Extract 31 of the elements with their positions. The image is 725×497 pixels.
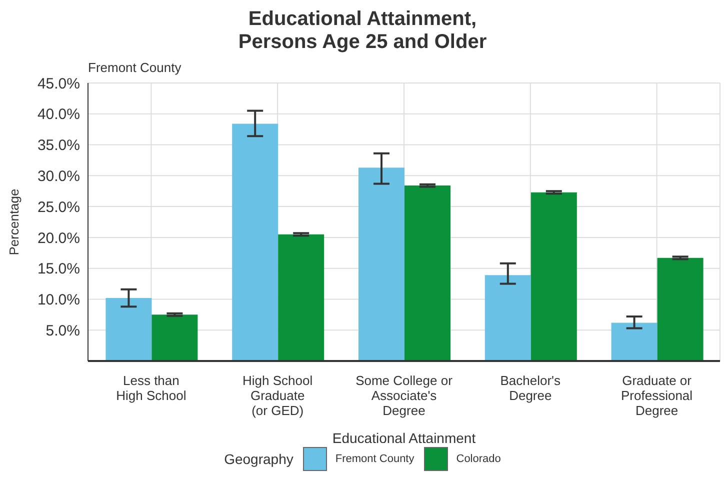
bar xyxy=(106,298,152,361)
y-tick-label: 35.0% xyxy=(37,137,80,154)
bar xyxy=(358,168,404,361)
x-tick-label: Less than High School xyxy=(116,373,186,403)
x-tick-label: Graduate or Professional Degree xyxy=(621,373,693,418)
bar xyxy=(152,314,198,361)
y-tick-label: 5.0% xyxy=(46,322,80,340)
x-tick-label: Some College or Associate's Degree xyxy=(356,373,454,418)
y-tick-label: 30.0% xyxy=(37,168,80,185)
x-axis-title: Educational Attainment xyxy=(332,430,476,446)
y-axis-title: Percentage xyxy=(6,188,22,256)
y-tick-label: 20.0% xyxy=(37,230,80,247)
chart-subtitle: Fremont County xyxy=(88,60,182,75)
legend-label: Fremont County xyxy=(335,453,414,465)
bar xyxy=(657,258,704,361)
x-tick-label: High School Graduate (or GED) xyxy=(242,373,313,418)
y-tick-label: 25.0% xyxy=(37,198,80,216)
bar xyxy=(404,186,450,361)
y-tick-label: 10.0% xyxy=(37,292,80,309)
bar xyxy=(232,124,278,361)
x-tick-label: Bachelor's Degree xyxy=(500,373,562,403)
bar xyxy=(484,275,531,361)
chart-title: Educational Attainment, Persons Age 25 and Older xyxy=(237,8,488,54)
bar xyxy=(611,322,658,361)
legend-title: Geography xyxy=(224,451,294,467)
bar xyxy=(530,192,577,361)
legend-label: Colorado xyxy=(456,453,501,465)
y-tick-label: 40.0% xyxy=(37,106,80,124)
bar xyxy=(278,234,324,361)
y-tick-label: 15.0% xyxy=(37,260,80,278)
y-tick-label: 45.0% xyxy=(37,75,80,92)
